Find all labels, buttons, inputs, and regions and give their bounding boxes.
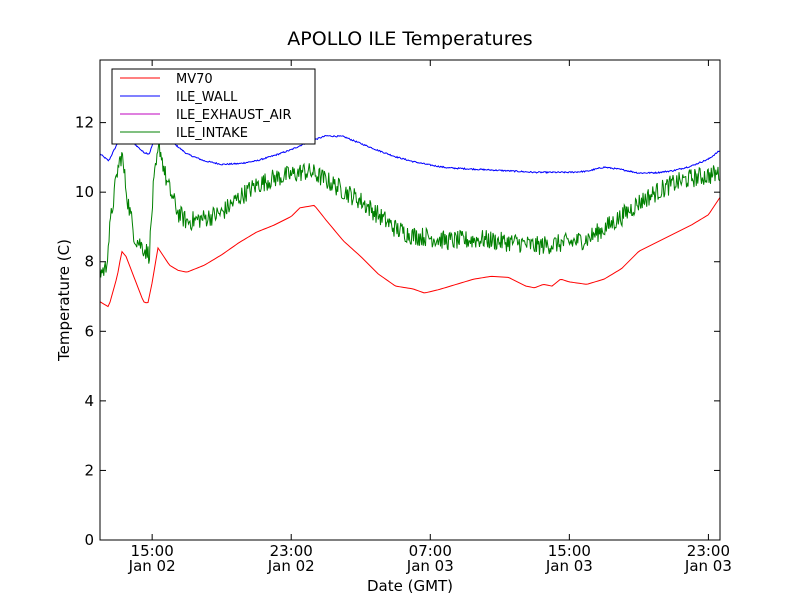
x-tick-label-date: Jan 02 — [128, 557, 176, 575]
y-tick-label: 8 — [84, 253, 94, 271]
y-tick-label: 4 — [84, 392, 94, 410]
x-tick-label-date: Jan 03 — [545, 557, 593, 575]
series-line-mv70 — [99, 197, 721, 308]
x-tick-label-time: 07:00 — [409, 542, 452, 560]
y-tick-label: 2 — [84, 461, 94, 479]
x-axis-label: Date (GMT) — [367, 577, 453, 595]
legend: MV70 ILE_WALL ILE_EXHAUST_AIR ILE_INTAKE — [111, 68, 316, 145]
legend-label: MV70 — [176, 72, 213, 87]
x-tick-label-date: Jan 03 — [406, 557, 454, 575]
series-layer — [99, 125, 721, 308]
y-tick-label: 6 — [84, 322, 94, 340]
y-tick-label: 12 — [75, 114, 94, 132]
series-line-ile-intake — [99, 140, 720, 278]
legend-label: ILE_INTAKE — [176, 126, 248, 141]
x-tick-label-time: 15:00 — [548, 542, 591, 560]
x-tick-label-date: Jan 03 — [684, 557, 732, 575]
legend-label: ILE_WALL — [176, 90, 238, 105]
x-tick-label-time: 23:00 — [687, 542, 730, 560]
y-tick-label: 0 — [84, 531, 94, 549]
y-axis-label: Temperature (C) — [55, 239, 73, 362]
y-tick-label: 10 — [75, 183, 94, 201]
plot-frame — [99, 59, 721, 541]
legend-label: ILE_EXHAUST_AIR — [176, 108, 292, 123]
x-tick-label-date: Jan 02 — [267, 557, 315, 575]
series-line-ile-wall — [99, 125, 720, 175]
chart-title: APOLLO ILE Temperatures — [287, 28, 532, 50]
x-tick-label-time: 23:00 — [270, 542, 313, 560]
x-tick-label-time: 15:00 — [131, 542, 174, 560]
